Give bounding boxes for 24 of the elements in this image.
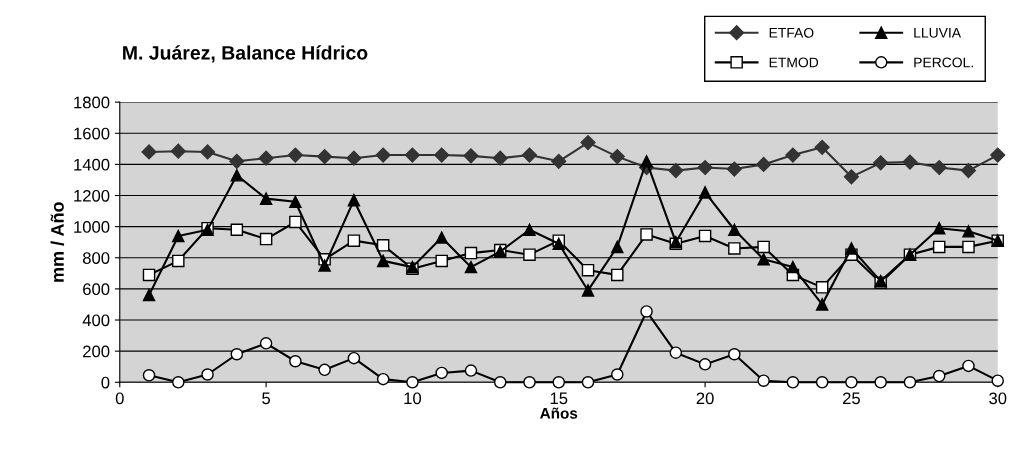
x-axis-title: Años — [540, 407, 578, 419]
x-tick-label: 25 — [842, 392, 860, 405]
x-tick-label: 0 — [115, 392, 124, 405]
y-tick-label: 1600 — [74, 127, 110, 140]
legend-label: ETMOD — [769, 57, 819, 68]
legend-label: LLUVIA — [914, 28, 962, 38]
y-axis-title: mm / Año — [50, 202, 65, 282]
y-tick-label: 1200 — [74, 189, 110, 202]
y-tick-label: 400 — [82, 314, 110, 327]
x-tick-label: 5 — [262, 392, 271, 405]
y-tick-label: 600 — [83, 283, 110, 296]
y-tick-label: 800 — [82, 252, 110, 264]
x-tick-label: 30 — [989, 392, 1007, 405]
legend-label: ETFAO — [769, 27, 814, 38]
legend-label: PERCOL. — [914, 57, 973, 68]
x-tick-label: 10 — [404, 392, 422, 405]
y-tick-label: 200 — [83, 345, 110, 358]
y-tick-label: 1400 — [74, 158, 110, 171]
chart-title: M. Juárez, Balance Hídrico — [123, 45, 368, 63]
x-tick-label: 20 — [696, 392, 714, 405]
y-tick-label: 0 — [101, 376, 110, 389]
y-tick-label: 1000 — [74, 221, 110, 233]
y-tick-label: 1800 — [74, 96, 110, 109]
x-tick-label: 15 — [550, 392, 568, 405]
